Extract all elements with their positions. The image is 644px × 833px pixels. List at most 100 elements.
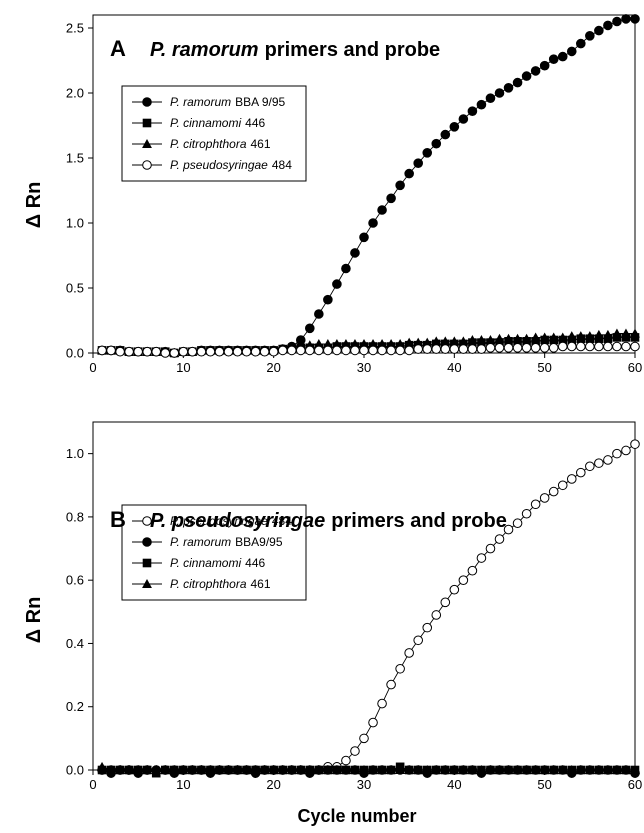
data-point-b-3	[340, 765, 351, 774]
data-point-b-3	[548, 765, 559, 774]
data-point-a-2	[575, 331, 586, 341]
data-point-a-3	[115, 346, 125, 357]
series-a-3	[97, 341, 640, 358]
data-point-b-3	[286, 765, 297, 774]
panel-b: Δ Rn 0 10 20 30 40 50 60 0.0 0.2 0.4 0.6 0.8 1.0 P. …	[23, 421, 642, 792]
data-point-b-3	[422, 765, 433, 774]
data-point-a-3	[232, 346, 243, 357]
x-tick-label-b: 0	[89, 777, 96, 792]
data-point-a-2	[422, 337, 433, 347]
data-point-a-2	[359, 338, 369, 348]
y-tick-label-b: 0.6	[66, 573, 84, 588]
data-point-a-3	[413, 344, 424, 354]
data-point-a-3	[485, 343, 496, 353]
data-point-a-3	[332, 345, 342, 356]
data-point-a-0	[630, 14, 640, 24]
legend-species-b-1: P. ramorum	[170, 535, 231, 549]
data-point-a-3	[368, 345, 378, 356]
data-point-a-2	[386, 338, 397, 348]
data-point-a-0	[585, 31, 595, 41]
data-point-a-3	[603, 341, 613, 352]
data-point-a-0	[359, 232, 369, 243]
data-point-a-0	[323, 294, 333, 305]
x-tick-label-b: 60	[628, 777, 642, 792]
data-point-b-0	[449, 584, 460, 595]
y-tick-label-a: 1.5	[66, 151, 84, 166]
data-point-b-3	[151, 765, 162, 774]
data-point-b-3	[566, 765, 577, 774]
series-b-3	[97, 761, 640, 774]
data-point-b-0	[612, 448, 622, 459]
data-point-a-0	[467, 106, 478, 116]
y-tick-label-a: 0.0	[66, 346, 84, 361]
data-point-a-3	[214, 346, 225, 357]
data-point-b-3	[503, 765, 514, 774]
legend-label-a-3: P. pseudosyringae 484	[170, 158, 292, 172]
data-point-b-3	[530, 765, 541, 774]
data-point-a-0	[458, 114, 469, 124]
data-point-a-3	[594, 341, 604, 352]
data-point-a-0	[449, 122, 460, 132]
data-point-b-0	[350, 746, 360, 756]
data-point-b-0	[503, 524, 514, 535]
data-point-b-0	[440, 597, 451, 608]
data-point-a-0	[594, 25, 604, 36]
x-tick-label-b: 30	[357, 777, 371, 792]
data-point-a-3	[142, 346, 152, 357]
legend-strain-a-3: 484	[272, 158, 292, 172]
data-point-b-0	[476, 553, 487, 563]
data-point-b-3	[575, 765, 586, 774]
data-point-a-3	[585, 341, 595, 352]
data-point-a-2	[584, 331, 595, 341]
data-point-a-3	[187, 346, 198, 357]
data-point-b-3	[259, 765, 270, 774]
data-point-b-3	[593, 765, 604, 774]
data-point-a-3	[612, 341, 622, 352]
legend-label-a-2: P. citrophthora 461	[170, 137, 271, 151]
data-point-a-3	[286, 345, 297, 356]
data-point-b-3	[250, 765, 261, 774]
data-point-a-3	[205, 346, 216, 357]
data-point-b-0	[494, 534, 505, 544]
data-point-b-3	[124, 765, 135, 774]
y-tick-label-a: 2.5	[66, 21, 84, 36]
data-point-b-3	[313, 765, 324, 774]
data-point-b-0	[557, 480, 568, 491]
data-point-b-3	[350, 765, 360, 774]
legend-species-a-2: P. citrophthora	[170, 137, 247, 151]
legend-marker-b-3	[142, 579, 152, 588]
data-point-b-0	[395, 663, 405, 674]
data-point-a-2	[512, 333, 523, 343]
data-point-a-3	[422, 344, 433, 354]
legend-label-b-0: P. pseudosyringae 484	[170, 514, 292, 528]
data-point-a-0	[341, 263, 351, 274]
y-tick-label-b: 0.2	[66, 699, 84, 714]
x-tick-label-b: 10	[176, 777, 190, 792]
legend-marker-b-0	[142, 516, 152, 526]
y-axis-label-a: Δ Rn	[23, 182, 45, 229]
data-point-b-3	[458, 765, 469, 774]
data-point-b-3	[277, 765, 288, 774]
data-point-a-3	[350, 345, 360, 356]
data-point-a-2	[458, 336, 469, 346]
legend-species-b-2: P. cinnamomi	[170, 556, 241, 570]
panel-title-a: P. ramorum primers and probe	[150, 39, 440, 61]
data-point-a-3	[530, 343, 541, 353]
legend-species-a-3: P. pseudosyringae	[170, 158, 268, 172]
data-point-a-3	[169, 348, 180, 358]
data-point-a-2	[476, 335, 487, 344]
data-point-a-3	[449, 344, 460, 354]
data-point-a-2	[331, 338, 342, 348]
data-point-b-3	[611, 765, 622, 774]
data-point-b-3	[485, 765, 496, 774]
panel-letter-a: A	[110, 36, 126, 61]
data-point-a-0	[503, 83, 514, 93]
data-point-a-3	[467, 344, 478, 354]
data-point-a-0	[557, 51, 568, 62]
data-point-a-3	[268, 346, 279, 357]
data-point-a-2	[350, 338, 360, 348]
legend-marker-b-2	[142, 558, 152, 568]
data-point-b-0	[585, 461, 595, 472]
data-point-a-2	[431, 336, 442, 346]
series-b-1	[97, 765, 640, 778]
